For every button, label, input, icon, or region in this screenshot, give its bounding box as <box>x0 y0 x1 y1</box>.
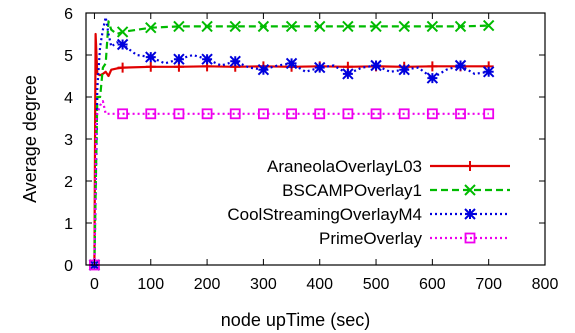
series-point-primeoverlay <box>145 108 157 120</box>
series-point-coolstreamingoverlaym4 <box>482 66 495 78</box>
series-point-primeoverlay <box>426 108 438 120</box>
series-point-bscampoverlay1 <box>314 20 326 33</box>
legend-label: AraneolaOverlayL03 <box>267 157 422 176</box>
series-point-bscampoverlay1 <box>116 26 129 38</box>
series-point-bscampoverlay1 <box>285 20 298 33</box>
y-tick-label: 3 <box>64 132 73 149</box>
y-tick-label: 1 <box>64 216 73 233</box>
y-tick-label: 6 <box>64 6 73 23</box>
plot-frame <box>85 12 546 266</box>
series-point-primeoverlay <box>455 108 466 120</box>
x-tick-label: 0 <box>90 276 99 293</box>
x-tick-label: 200 <box>194 276 221 293</box>
legend-marker <box>464 208 476 220</box>
series-point-primeoverlay <box>201 108 213 120</box>
x-tick-label: 300 <box>250 276 277 293</box>
series-point-coolstreamingoverlaym4 <box>285 57 298 70</box>
legend-label: CoolStreamingOverlayM4 <box>227 205 422 224</box>
legend-marker <box>464 232 476 244</box>
legend-entry-bscampoverlay1: BSCAMPOverlay1 <box>282 181 510 200</box>
series-point-coolstreamingoverlaym4 <box>229 55 241 68</box>
series-point-primeoverlay <box>229 108 241 120</box>
series-point-coolstreamingoverlaym4 <box>145 51 157 63</box>
legend: AraneolaOverlayL03 BSCAMPOverlay1 CoolStre… <box>227 157 510 248</box>
series-point-bscampoverlay1 <box>482 19 495 32</box>
series-point-araneolaoverlayl03 <box>427 61 438 72</box>
series-point-primeoverlay <box>314 108 326 120</box>
series-point-bscampoverlay1 <box>398 20 410 33</box>
series-point-primeoverlay <box>286 108 297 120</box>
series-point-bscampoverlay1 <box>173 20 185 33</box>
x-tick-label: 700 <box>475 276 502 293</box>
x-tick-label: 800 <box>532 276 559 293</box>
y-tick-label: 0 <box>64 258 73 275</box>
series-point-bscampoverlay1 <box>454 20 467 33</box>
legend-marker <box>464 184 476 196</box>
series-point-coolstreamingoverlaym4 <box>454 59 467 72</box>
legend-marker <box>465 161 475 171</box>
series-point-coolstreamingoverlaym4 <box>370 59 382 72</box>
series-point-bscampoverlay1 <box>229 20 241 33</box>
y-tick-label: 4 <box>64 90 73 107</box>
legend-label: BSCAMPOverlay1 <box>282 181 422 200</box>
legend-entry-araneolaoverlayl03: AraneolaOverlayL03 <box>267 157 510 176</box>
series-point-bscampoverlay1 <box>201 20 213 33</box>
plot-area <box>88 16 495 271</box>
series-point-bscampoverlay1 <box>145 21 157 34</box>
series-point-primeoverlay <box>117 108 129 120</box>
x-tick-label: 100 <box>137 276 164 293</box>
series-point-coolstreamingoverlaym4 <box>201 53 213 65</box>
x-tick-label: 500 <box>363 276 390 293</box>
x-axis-label: node upTime (sec) <box>221 310 370 330</box>
series-point-coolstreamingoverlaym4 <box>116 38 129 51</box>
series-line-primeoverlay <box>93 100 489 266</box>
y-tick-label: 5 <box>64 48 73 65</box>
series-point-coolstreamingoverlaym4 <box>398 63 410 76</box>
y-tick-label: 2 <box>64 174 73 191</box>
series-point-primeoverlay <box>173 108 185 120</box>
series-point-bscampoverlay1 <box>426 20 439 33</box>
series-point-coolstreamingoverlaym4 <box>426 72 439 84</box>
legend-entry-coolstreamingoverlaym4: CoolStreamingOverlayM4 <box>227 205 510 224</box>
series-point-bscampoverlay1 <box>257 20 270 33</box>
series-point-coolstreamingoverlaym4 <box>173 53 185 65</box>
y-axis-label: Average degree <box>20 75 40 203</box>
series-line-bscampoverlay1 <box>93 20 489 266</box>
series-point-primeoverlay <box>370 108 382 120</box>
legend-label: PrimeOverlay <box>319 229 422 248</box>
axes: 0 100 200 300 400 500 600 700 800 0 1 2 3 4 5 6 node upT… <box>20 6 558 330</box>
series-point-primeoverlay <box>398 108 410 120</box>
series-point-coolstreamingoverlaym4 <box>342 68 354 80</box>
legend-entry-primeoverlay: PrimeOverlay <box>319 229 510 248</box>
series-point-araneolaoverlayl03 <box>145 61 156 72</box>
series-point-primeoverlay <box>342 108 354 120</box>
x-tick-label: 400 <box>306 276 333 293</box>
series-point-coolstreamingoverlaym4 <box>314 61 326 74</box>
x-tick-label: 600 <box>419 276 446 293</box>
series-point-primeoverlay <box>483 108 495 120</box>
series-point-coolstreamingoverlaym4 <box>257 63 270 76</box>
series-point-primeoverlay <box>258 108 269 120</box>
series-point-bscampoverlay1 <box>342 20 354 33</box>
series-point-araneolaoverlayl03 <box>117 62 128 73</box>
series-point-bscampoverlay1 <box>370 20 382 33</box>
